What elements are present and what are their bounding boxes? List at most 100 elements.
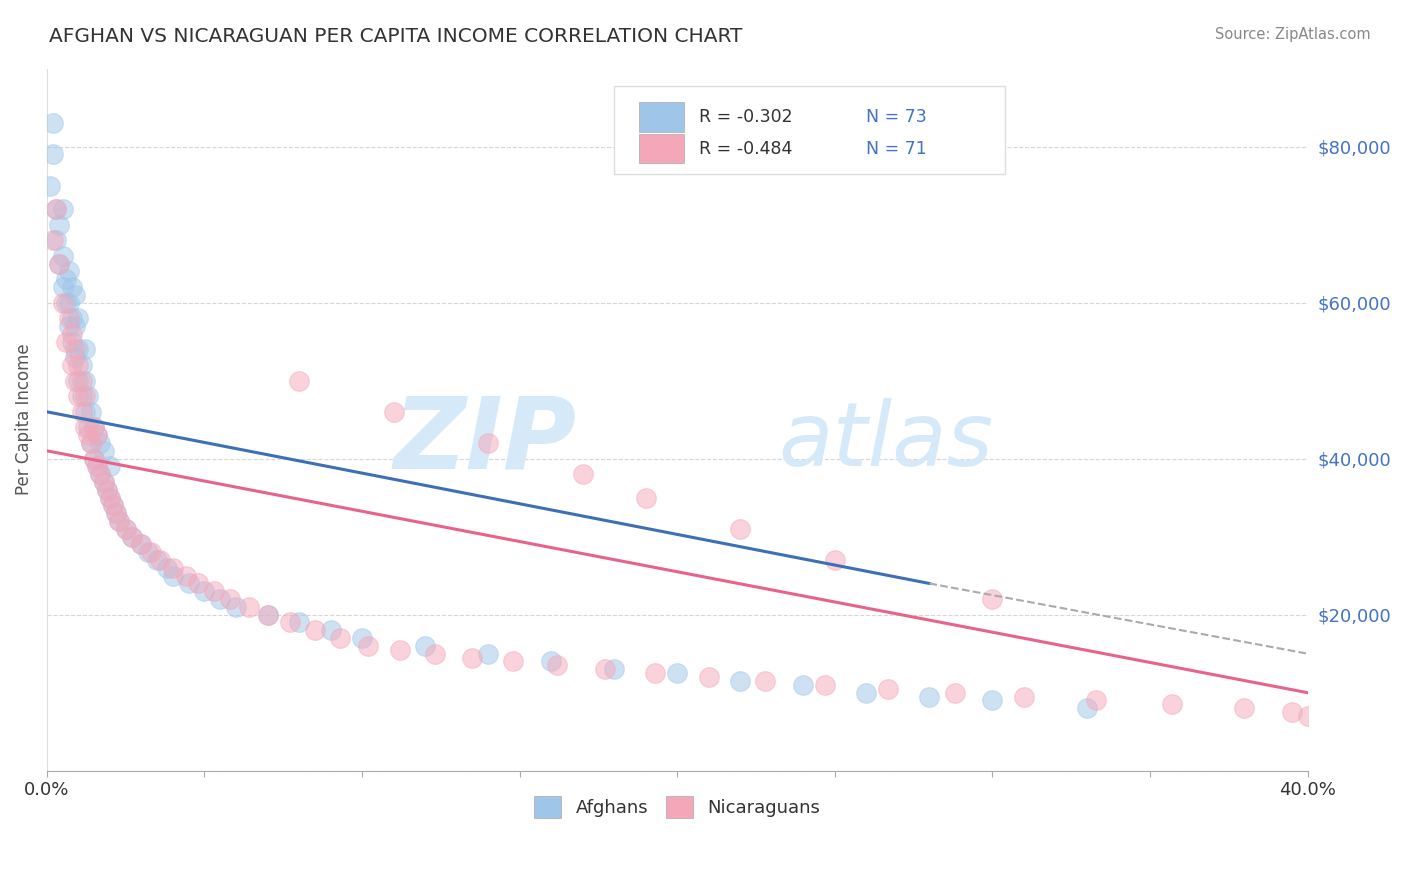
Point (58, 295, 80, 310)
Point (121, 530, 143, 544)
Point (65, 343, 87, 357)
Point (70, 358, 93, 372)
Point (86, 428, 108, 442)
Point (174, 568, 197, 582)
Point (202, 584, 225, 599)
Point (73, 389, 96, 403)
Point (58, 318, 80, 333)
Point (42, 116, 65, 130)
Point (45, 202, 67, 216)
FancyBboxPatch shape (614, 86, 1005, 174)
Point (70, 374, 93, 388)
Point (70, 389, 93, 403)
Point (83, 420, 105, 434)
Text: atlas: atlas (778, 398, 993, 483)
Text: ZIP: ZIP (394, 392, 576, 489)
Point (981, 592, 1004, 607)
Point (121, 530, 143, 544)
Point (73, 343, 96, 357)
Point (146, 553, 169, 567)
Point (728, 673, 751, 688)
Point (1161, 698, 1184, 712)
Point (105, 506, 128, 520)
Text: R = -0.484: R = -0.484 (699, 139, 792, 158)
Point (60, 334, 83, 349)
Point (981, 693, 1004, 707)
Point (65, 374, 87, 388)
Point (93, 475, 115, 489)
Point (193, 584, 215, 599)
Y-axis label: Per Capita Income: Per Capita Income (15, 343, 32, 495)
Point (177, 576, 200, 591)
Point (52, 295, 75, 310)
Point (136, 545, 159, 559)
Point (131, 537, 153, 551)
Point (98, 459, 121, 474)
Point (943, 686, 966, 700)
Point (571, 467, 593, 482)
Point (824, 553, 846, 567)
Point (55, 334, 77, 349)
Point (76, 428, 98, 442)
Text: Source: ZipAtlas.com: Source: ZipAtlas.com (1215, 27, 1371, 42)
Point (256, 607, 278, 622)
Point (728, 522, 751, 536)
Point (101, 499, 124, 513)
Point (382, 405, 405, 419)
Point (304, 624, 326, 638)
Point (60, 326, 83, 341)
Point (39, 178, 62, 193)
Point (477, 436, 499, 450)
Point (105, 506, 128, 520)
Point (83, 451, 105, 466)
Point (55, 295, 77, 310)
Point (1296, 709, 1319, 723)
Point (131, 537, 153, 551)
Point (238, 599, 260, 614)
Point (877, 681, 900, 696)
Point (52, 280, 75, 294)
Point (48, 256, 70, 270)
Legend: Afghans, Nicaraguans: Afghans, Nicaraguans (527, 789, 828, 825)
Point (814, 678, 837, 692)
Text: AFGHAN VS NICARAGUAN PER CAPITA INCOME CORRELATION CHART: AFGHAN VS NICARAGUAN PER CAPITA INCOME C… (49, 27, 742, 45)
Point (76, 389, 98, 403)
Point (918, 690, 941, 704)
Point (540, 655, 562, 669)
Point (86, 459, 108, 474)
Point (114, 522, 136, 536)
Point (67, 343, 90, 357)
Point (80, 405, 103, 419)
Bar (640, 134, 683, 163)
Point (162, 568, 184, 582)
Point (60, 280, 83, 294)
Point (1233, 701, 1256, 715)
Point (1012, 690, 1035, 704)
Point (855, 686, 877, 700)
Point (67, 311, 90, 326)
Point (93, 443, 115, 458)
Point (603, 662, 626, 676)
Point (288, 374, 311, 388)
Point (67, 358, 90, 372)
Point (58, 264, 80, 278)
Point (89, 467, 111, 482)
Point (461, 650, 484, 665)
Point (86, 459, 108, 474)
Text: N = 73: N = 73 (866, 108, 927, 126)
Point (108, 514, 131, 528)
Point (58, 311, 80, 326)
Point (89, 436, 111, 450)
Point (666, 666, 689, 681)
Point (388, 642, 411, 657)
Point (792, 678, 814, 692)
Point (1281, 705, 1303, 719)
Bar (640, 103, 683, 132)
Point (357, 639, 380, 653)
Point (98, 491, 121, 505)
Point (42, 233, 65, 247)
Point (162, 561, 184, 575)
Point (278, 615, 301, 630)
Point (98, 491, 121, 505)
Point (45, 202, 67, 216)
